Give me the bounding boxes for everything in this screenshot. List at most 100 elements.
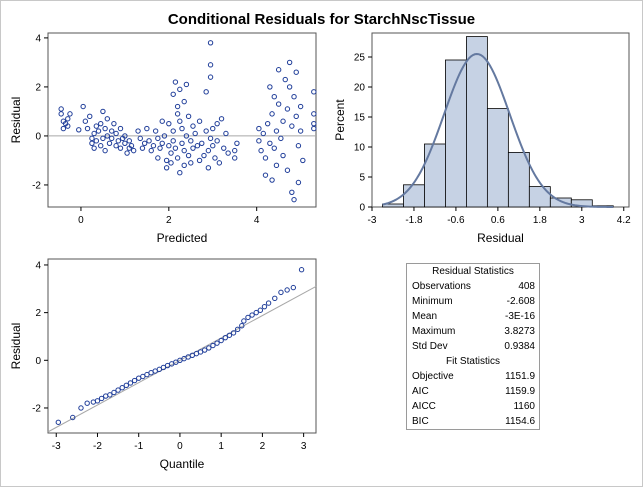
x-tick-label: -2 — [93, 441, 102, 452]
data-point — [271, 145, 277, 151]
data-point — [76, 127, 82, 133]
data-point — [115, 387, 121, 393]
data-point — [205, 165, 212, 171]
data-point — [300, 157, 306, 164]
x-tick-label: -1.8 — [405, 215, 423, 226]
data-point — [60, 125, 67, 132]
data-point — [78, 405, 84, 411]
stat-row-std-dev: Std Dev 0.9384 — [412, 341, 535, 352]
data-point — [267, 140, 273, 146]
data-point — [225, 150, 231, 156]
data-point — [185, 113, 192, 120]
data-point — [70, 414, 76, 421]
data-point — [174, 111, 181, 117]
data-point — [127, 380, 134, 386]
data-point — [109, 135, 115, 142]
data-point — [284, 287, 290, 293]
y-tick-label: 20 — [354, 83, 366, 94]
data-point — [210, 125, 216, 132]
data-point — [289, 123, 295, 129]
data-point — [98, 143, 104, 149]
x-tick-label: 2 — [166, 215, 172, 226]
data-point — [207, 74, 214, 80]
histogram-bar — [549, 197, 572, 208]
data-point — [172, 79, 179, 85]
data-point — [160, 364, 167, 371]
stat-row-aic: AIC 1159.9 — [412, 386, 535, 397]
data-point — [293, 69, 299, 75]
data-point — [201, 347, 208, 353]
data-point — [170, 128, 176, 134]
data-point — [100, 135, 106, 142]
data-point — [278, 289, 284, 296]
data-point — [62, 120, 69, 127]
data-point — [94, 398, 101, 404]
data-point — [174, 155, 181, 161]
data-point — [139, 145, 146, 151]
data-point — [199, 140, 205, 146]
x-axis-label: Predicted — [157, 231, 208, 245]
plot-frame — [47, 32, 317, 208]
x-tick-label: 0.6 — [491, 215, 505, 226]
data-point — [214, 138, 220, 144]
x-tick-label: 1.8 — [533, 215, 547, 226]
data-point — [141, 140, 148, 146]
stat-row-minimum: Minimum -2.608 — [412, 296, 535, 307]
stat-row-mean: Mean -3E-16 — [412, 311, 535, 322]
data-point — [122, 133, 128, 139]
x-tick-label: -3 — [368, 215, 377, 226]
data-point — [144, 125, 150, 132]
data-point — [159, 140, 165, 146]
data-point — [272, 295, 278, 302]
statistics-table: Residual Statistics Observations 408 Mini… — [406, 263, 540, 430]
data-point — [280, 152, 286, 159]
data-point — [131, 377, 138, 384]
data-point — [297, 103, 304, 110]
data-point — [203, 128, 209, 134]
data-point — [170, 138, 176, 144]
data-point — [89, 140, 95, 146]
data-point — [113, 143, 119, 149]
data-point — [80, 103, 86, 110]
stat-row-observations: Observations 408 — [412, 281, 535, 292]
data-point — [188, 160, 194, 166]
data-point — [177, 118, 183, 124]
data-point — [87, 113, 93, 120]
data-point — [267, 84, 273, 90]
data-point — [106, 140, 113, 146]
data-point — [84, 400, 90, 406]
data-point — [65, 116, 71, 122]
data-point — [257, 307, 264, 313]
histogram-bar — [528, 186, 551, 208]
data-point — [179, 140, 185, 146]
data-point — [196, 157, 203, 164]
data-point — [102, 125, 108, 132]
x-tick-label: -0.6 — [447, 215, 465, 226]
data-point — [155, 135, 161, 142]
data-point — [185, 152, 192, 159]
data-point — [168, 150, 174, 156]
data-point — [93, 123, 100, 129]
data-point — [264, 120, 271, 127]
data-point — [265, 300, 272, 306]
data-point — [284, 167, 291, 173]
data-point — [207, 40, 214, 46]
y-tick-label: -2 — [32, 403, 41, 414]
data-point — [126, 138, 132, 144]
data-point — [196, 118, 203, 124]
data-point — [163, 157, 170, 164]
data-point — [298, 267, 305, 273]
data-point — [262, 155, 269, 161]
data-point — [89, 135, 95, 142]
data-point — [170, 91, 176, 97]
data-point — [104, 116, 111, 122]
stat-row-bic: BIC 1154.6 — [412, 416, 535, 427]
data-point — [130, 147, 137, 154]
data-point — [144, 371, 150, 378]
data-point — [218, 337, 224, 344]
data-point — [261, 303, 268, 310]
y-tick-label: 4 — [35, 33, 41, 44]
data-point — [111, 120, 117, 127]
data-point — [157, 145, 163, 151]
data-point — [55, 419, 62, 425]
